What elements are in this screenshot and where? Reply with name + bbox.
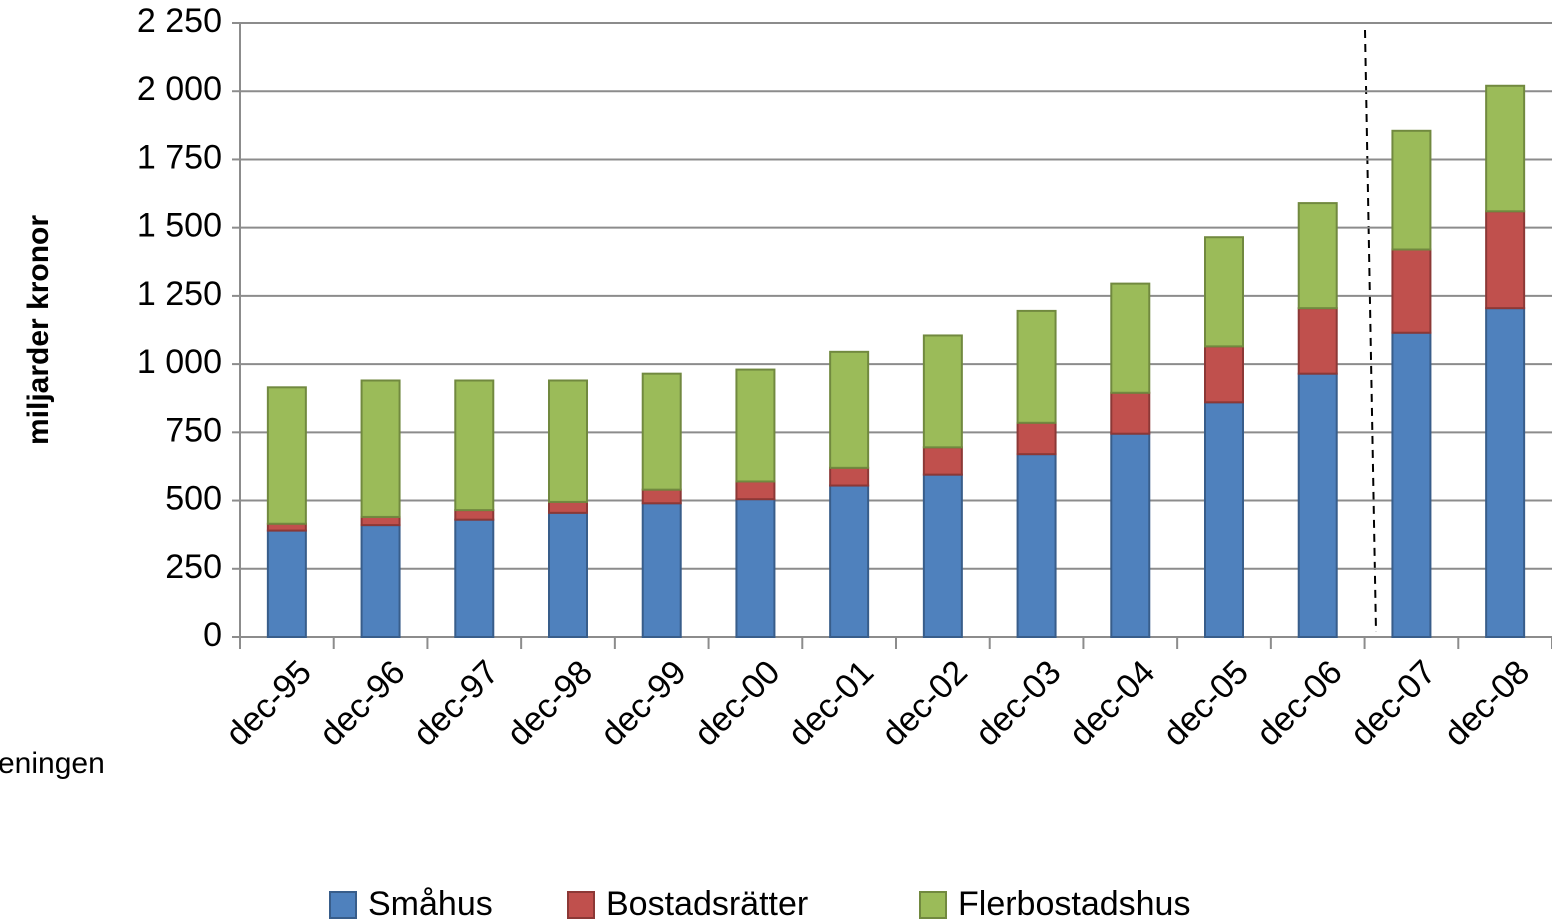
- legend-swatch: [329, 891, 357, 919]
- x-tick-label: dec-07: [1343, 653, 1443, 753]
- legend-label: Bostadsrätter: [606, 885, 808, 923]
- y-tick-label: 0: [203, 616, 222, 654]
- bar-segment: [1016, 453, 1057, 639]
- bar-segment: [1204, 401, 1244, 638]
- y-tick-label: 2 000: [137, 70, 222, 108]
- x-tick-label: dec-00: [687, 653, 787, 753]
- bar-segment: [266, 529, 307, 638]
- annotation: eningen: [0, 747, 105, 780]
- bar-segment: [1485, 84, 1526, 213]
- bar-segment: [548, 511, 588, 639]
- bar-segment: [1016, 309, 1057, 424]
- bar-segment: [454, 379, 495, 512]
- bar-segment: [1391, 129, 1432, 251]
- bar-segment: [1016, 421, 1057, 456]
- bar-segment: [735, 480, 776, 501]
- y-tick-label: 500: [165, 480, 222, 518]
- bar-segment: [360, 515, 401, 527]
- x-tick-label: dec-99: [593, 653, 693, 753]
- bar-segment: [1391, 248, 1432, 334]
- y-tick-label: 1 250: [137, 275, 222, 313]
- bar-segment: [1297, 202, 1338, 310]
- bar-segment: [922, 473, 963, 638]
- y-tick-label: 250: [165, 548, 222, 586]
- x-tick-label: dec-08: [1437, 653, 1537, 753]
- bar-segment: [548, 379, 588, 503]
- bar-segment: [641, 488, 682, 505]
- y-tick-label: 2 250: [137, 2, 222, 40]
- bar-segment: [1204, 236, 1244, 348]
- bar-segment: [266, 386, 307, 525]
- bar-segment: [922, 446, 963, 476]
- bar-segment: [1391, 331, 1432, 638]
- bar-segment: [1110, 282, 1151, 394]
- bar-segment: [454, 509, 495, 521]
- bar-segment: [454, 518, 495, 638]
- bar-segment: [1204, 345, 1244, 404]
- bar-segment: [1485, 210, 1526, 310]
- bar-segment: [735, 368, 776, 483]
- x-tick-label: dec-98: [500, 653, 600, 753]
- x-tick-label: dec-03: [968, 653, 1068, 753]
- x-tick-label: dec-01: [781, 653, 881, 753]
- bar-segment: [735, 498, 776, 638]
- bar-segment: [360, 379, 401, 518]
- bar-segment: [1297, 372, 1338, 638]
- bar-segment: [641, 502, 682, 639]
- y-tick-label: 1 000: [137, 343, 222, 381]
- bar-segment: [1297, 307, 1338, 375]
- y-axis-label: miljarder kronor: [22, 215, 55, 445]
- bar-segment: [829, 350, 870, 469]
- bar-segment: [1485, 307, 1526, 638]
- legend-swatch: [567, 891, 595, 919]
- x-tick-label: dec-97: [406, 653, 506, 753]
- bar-segment: [829, 466, 870, 487]
- legend-label: Småhus: [368, 885, 493, 923]
- bar-segment: [922, 334, 963, 449]
- bar-segment: [266, 522, 307, 532]
- y-tick-label: 750: [165, 411, 222, 449]
- bar-segment: [1110, 391, 1151, 435]
- x-tick-label: dec-95: [218, 653, 318, 753]
- bar-segment: [548, 500, 588, 514]
- legend-label: Flerbostadshus: [958, 885, 1190, 923]
- x-tick-label: dec-06: [1249, 653, 1349, 753]
- x-tick-label: dec-96: [312, 653, 412, 753]
- bar-segment: [1110, 432, 1151, 638]
- x-tick-label: dec-02: [874, 653, 974, 753]
- y-tick-label: 1 500: [137, 207, 222, 245]
- bar-segment: [829, 484, 870, 638]
- forecast-divider: [1364, 29, 1377, 633]
- y-tick-label: 1 750: [137, 138, 222, 176]
- legend-swatch: [919, 891, 947, 919]
- bar-segment: [360, 524, 401, 638]
- x-tick-label: dec-04: [1062, 653, 1162, 753]
- x-tick-label: dec-05: [1156, 653, 1256, 753]
- bar-segment: [641, 372, 682, 491]
